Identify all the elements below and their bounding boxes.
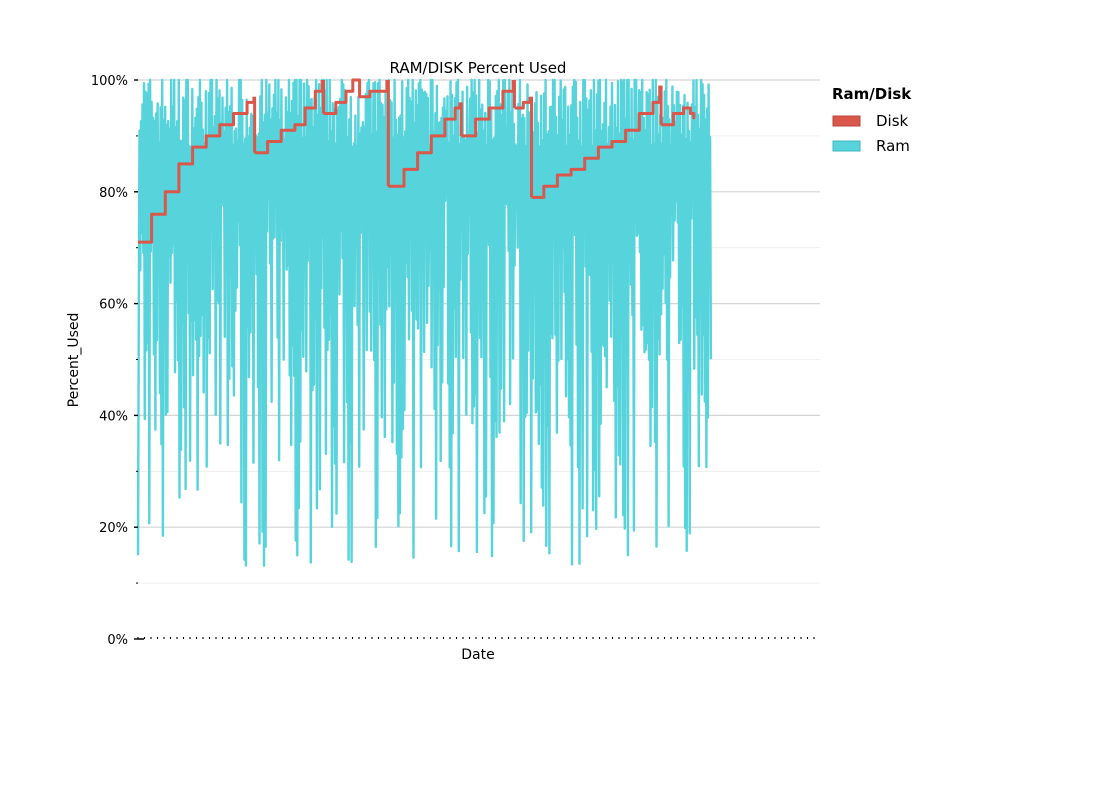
legend-label-disk: Disk — [876, 112, 909, 130]
y-tick-label: 0% — [107, 633, 128, 648]
x-axis-label: Date — [461, 647, 494, 663]
disk-line-segment — [323, 78, 389, 115]
legend-title: Ram/Disk — [832, 85, 912, 103]
disk-line-segment — [531, 85, 662, 199]
ram-series — [136, 78, 713, 567]
y-tick-label: 40% — [99, 409, 128, 424]
disk-line-segment — [138, 96, 256, 244]
y-tick-label: 100% — [91, 74, 128, 89]
disk-line-segment — [661, 106, 696, 127]
disk-line-segment — [254, 80, 324, 155]
axes: 0% 20% 40% 60% 80% 100% — [91, 74, 815, 648]
legend-swatch-disk — [832, 115, 861, 127]
y-axis-label: Percent_Used — [66, 313, 82, 408]
legend: Ram/Disk Disk Ram — [832, 85, 912, 155]
ram-line — [136, 78, 713, 567]
disk-series — [138, 78, 696, 244]
y-tick-label: 60% — [99, 298, 128, 313]
legend-swatch-ram — [832, 140, 861, 152]
legend-label-ram: Ram — [876, 137, 910, 155]
disk-line-segment — [388, 102, 462, 188]
disk-line-segment — [461, 80, 515, 138]
y-tick-label: 80% — [99, 186, 128, 201]
chart-title: RAM/DISK Percent Used — [390, 59, 567, 77]
y-tick-label: 20% — [99, 521, 128, 536]
